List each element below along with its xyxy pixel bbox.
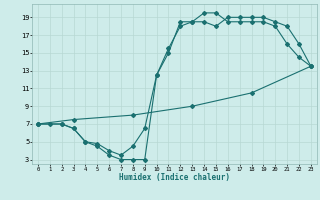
X-axis label: Humidex (Indice chaleur): Humidex (Indice chaleur) [119, 173, 230, 182]
